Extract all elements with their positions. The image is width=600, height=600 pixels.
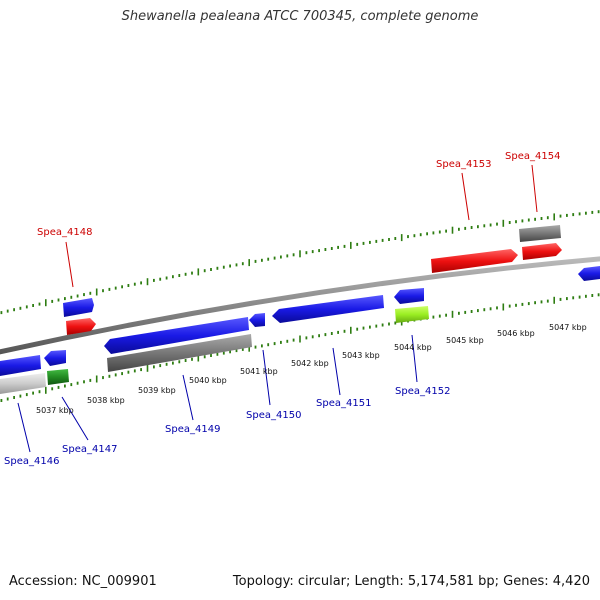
kbp-label: 5041 kbp — [240, 367, 278, 376]
map-title: Shewanella pealeana ATCC 700345, complet… — [121, 9, 479, 24]
kbp-labels: 5037 kbp 5038 kbp 5039 kbp 5040 kbp 5041 kbp… — [36, 323, 587, 415]
feature-edge-right — [578, 266, 600, 281]
kbp-label: 5043 kbp — [342, 351, 380, 360]
reverse-feature-ring — [0, 266, 600, 394]
accession-text: Accession: NC_009901 — [9, 574, 157, 589]
gene-label: Spea_4148 — [37, 227, 92, 238]
feature-spea-4146 — [0, 355, 41, 376]
kbp-label: 5037 kbp — [36, 406, 74, 415]
kbp-label: 5040 kbp — [189, 376, 227, 385]
gene-label: Spea_4150 — [246, 410, 301, 421]
kbp-label: 5047 kbp — [549, 323, 587, 332]
kbp-label: 5042 kbp — [291, 359, 329, 368]
feature-spea-4154-rna — [519, 225, 561, 242]
feature-spea-4147-green — [47, 369, 69, 385]
label-leaders — [17, 164, 538, 453]
kbp-label: 5046 kbp — [497, 329, 535, 338]
forward-feature-ring — [63, 225, 562, 335]
gene-label: Spea_4151 — [316, 398, 371, 409]
genome-backbone — [0, 256, 600, 355]
feature-spea-4152-blue — [394, 288, 424, 304]
inner-tick-ring — [0, 293, 600, 402]
gene-label: Spea_4149 — [165, 424, 220, 435]
feature-spea-4154 — [522, 243, 562, 260]
feature-spea-4148 — [66, 318, 96, 335]
kbp-label: 5038 kbp — [87, 396, 125, 405]
kbp-label: 5039 kbp — [138, 386, 176, 395]
kbp-label: 5045 kbp — [446, 336, 484, 345]
feature-spea-4148-top — [63, 298, 94, 317]
genome-summary-text: Topology: circular; Length: 5,174,581 bp… — [232, 574, 590, 589]
gene-label: Spea_4154 — [505, 151, 560, 162]
gene-label: Spea_4147 — [62, 444, 117, 455]
feature-spea-4146-light — [0, 373, 46, 394]
feature-spea-4150 — [249, 313, 265, 327]
gene-label: Spea_4152 — [395, 386, 450, 397]
feature-spea-4149-rna — [107, 334, 252, 372]
feature-spea-4151 — [272, 295, 384, 323]
kbp-label: 5044 kbp — [394, 343, 432, 352]
outer-tick-ring — [0, 210, 600, 315]
feature-spea-4153 — [431, 249, 518, 273]
gene-labels: Spea_4148 Spea_4153 Spea_4154 Spea_4146 … — [4, 151, 560, 467]
feature-spea-4149 — [104, 317, 249, 354]
gene-label: Spea_4146 — [4, 456, 59, 467]
gene-label: Spea_4153 — [436, 159, 491, 170]
feature-spea-4152 — [395, 306, 429, 323]
feature-spea-4147 — [44, 350, 66, 366]
